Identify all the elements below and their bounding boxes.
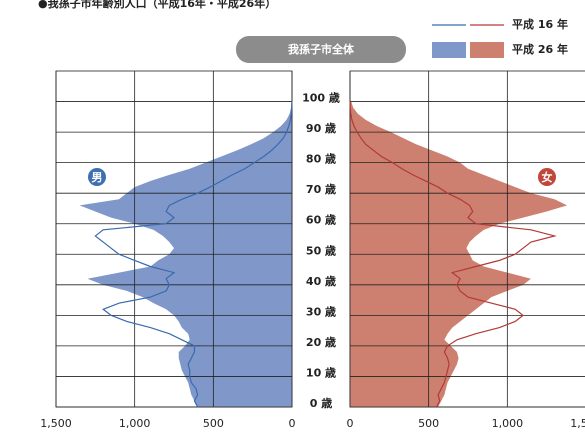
x-tick-label: 0 — [289, 417, 296, 430]
y-tick-label: 80 歳 — [306, 152, 336, 166]
side-badge — [88, 168, 106, 186]
y-tick-label: 20 歳 — [306, 335, 336, 349]
x-tick-label: 1,500 — [40, 417, 72, 430]
y-tick-label: 100 歳 — [302, 91, 340, 105]
x-tick-label: 1,500 — [570, 417, 585, 430]
side-label: 女 — [542, 170, 553, 184]
x-tick-label: 1,000 — [119, 417, 151, 430]
y-tick-label: 40 歳 — [306, 274, 336, 288]
x-tick-label: 0 — [347, 417, 354, 430]
y-tick-label: 30 歳 — [306, 304, 336, 318]
x-tick-label: 500 — [418, 417, 439, 430]
side-badge — [538, 168, 556, 186]
x-tick-label: 500 — [203, 417, 224, 430]
legend-label: 平成 26 年 — [512, 42, 568, 56]
population-line — [349, 101, 557, 408]
y-tick-label: 50 歳 — [306, 243, 336, 257]
y-tick-label: 0 歳 — [310, 396, 332, 410]
subtitle: 我孫子市全体 — [288, 42, 355, 56]
chart-title: ●我孫子市年齢別人口（平成16年・平成26年） — [38, 0, 276, 10]
y-tick-label: 90 歳 — [306, 121, 336, 135]
legend-label: 平成 16 年 — [512, 17, 568, 31]
legend-swatch — [432, 42, 466, 58]
subtitle-badge — [236, 36, 406, 63]
y-tick-label: 70 歳 — [306, 182, 336, 196]
legend-swatch — [470, 42, 504, 58]
side-label: 男 — [92, 171, 103, 184]
y-tick-label: 10 歳 — [306, 365, 336, 379]
x-tick-label: 1,000 — [492, 417, 524, 430]
y-tick-label: 60 歳 — [306, 213, 336, 227]
population-line — [94, 101, 293, 408]
